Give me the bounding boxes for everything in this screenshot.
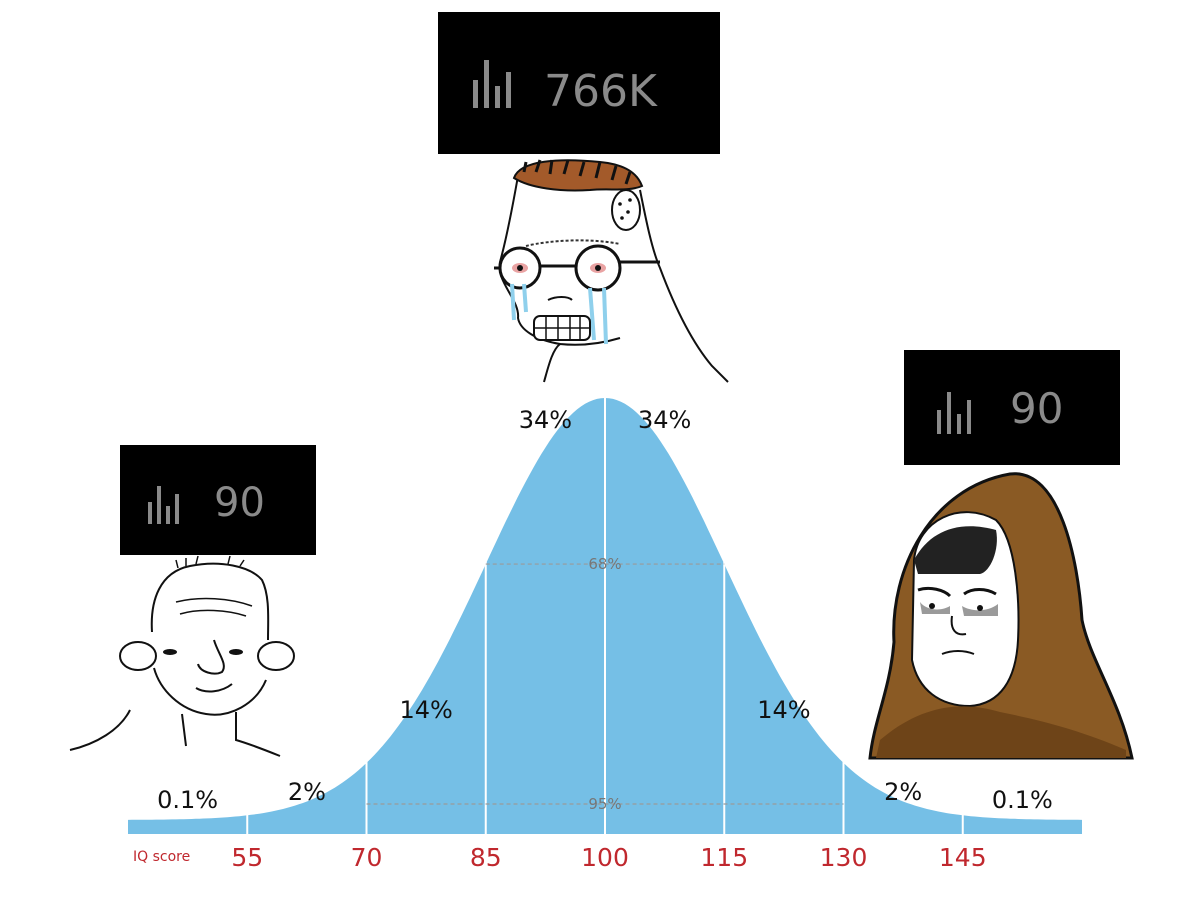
view-count-center: 766K <box>544 66 658 117</box>
view-count-badge-left: 90 <box>120 445 316 555</box>
bald-smiling-wojak <box>69 555 295 757</box>
view-count-left: 90 <box>214 480 265 526</box>
x-tick-label-130: 130 <box>820 843 868 872</box>
view-count-right: 90 <box>1010 384 1063 433</box>
segment-label: 34% <box>519 406 572 434</box>
segment-labels: 0.1% 2% 14% 34% 34% 14% 2% 0.1% <box>157 406 1053 814</box>
bar-chart-icon <box>148 486 179 524</box>
bar-chart-icon <box>473 60 511 108</box>
x-tick-label-115: 115 <box>700 843 748 872</box>
view-count-badge-center: 766K <box>438 12 720 154</box>
x-tick-label-100: 100 <box>581 843 629 872</box>
segment-label: 2% <box>288 778 326 806</box>
hooded-wojak <box>868 472 1134 760</box>
tick-labels: 55 70 85 100 115 130 145 <box>231 843 986 872</box>
view-count-badge-right: 90 <box>904 350 1120 465</box>
x-tick-label-70: 70 <box>351 843 383 872</box>
x-axis-label: IQ score <box>133 849 190 865</box>
segment-label: 14% <box>399 696 452 724</box>
segment-label: 14% <box>757 696 810 724</box>
segment-label: 0.1% <box>157 786 218 814</box>
bar-chart-icon <box>937 392 971 434</box>
crying-glasses-wojak <box>494 159 729 383</box>
sd-dividers <box>246 396 964 834</box>
band-label-95pct: 95% <box>588 795 621 813</box>
segment-label: 2% <box>884 778 922 806</box>
x-tick-label-145: 145 <box>939 843 987 872</box>
x-tick-label-85: 85 <box>470 843 502 872</box>
segment-label: 0.1% <box>992 786 1053 814</box>
band-lines: 68% 95% <box>366 555 844 813</box>
segment-label: 34% <box>638 406 691 434</box>
x-tick-label-55: 55 <box>231 843 263 872</box>
band-label-68pct: 68% <box>588 555 621 573</box>
